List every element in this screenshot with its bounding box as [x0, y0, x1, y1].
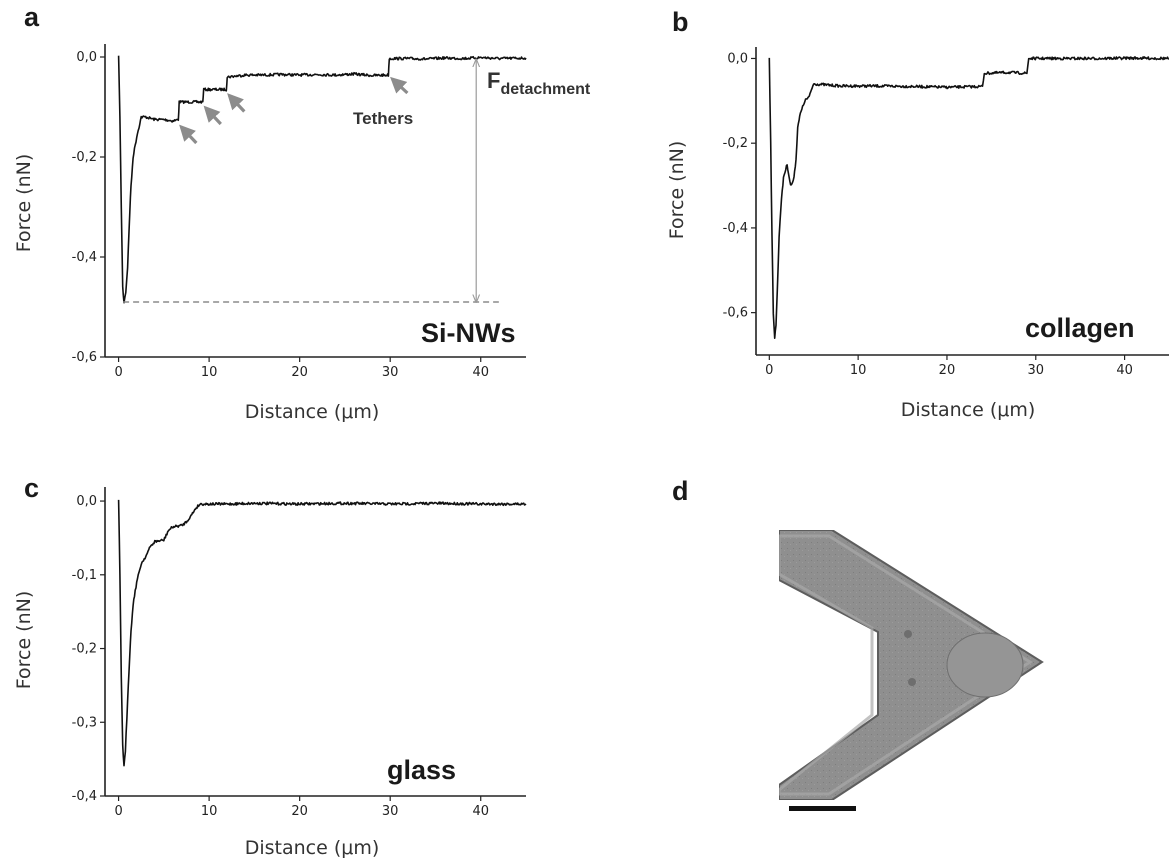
- chart-b-xtick-label: 0: [765, 363, 773, 378]
- chart-a-ytick-label: -0,6: [72, 350, 97, 365]
- chart-c-xtick-label: 10: [201, 804, 218, 819]
- fdetachment-sub: detachment: [500, 81, 590, 98]
- chart-b-xtick-label: 30: [1028, 363, 1045, 378]
- tether-arrow: [390, 76, 409, 95]
- chart-a-ticks: 0 10 20 30 40 0,0 -0,2 -0,4 -0,6: [72, 50, 489, 380]
- chart-a-xtick-label: 30: [382, 365, 399, 380]
- chart-b-ytick-label: -0,4: [723, 221, 748, 236]
- chart-a-xtick-label: 10: [201, 365, 218, 380]
- chart-b-xlabel: Distance (μm): [901, 399, 1036, 421]
- chart-c-xtick-label: 0: [114, 804, 122, 819]
- particle-2: [908, 678, 916, 686]
- chart-b-ytick-label: -0,6: [723, 306, 748, 321]
- tethers-label: Tethers: [353, 109, 413, 128]
- chart-a-xtick-label: 0: [114, 365, 122, 380]
- chart-a-ytick-label: -0,2: [72, 150, 97, 165]
- chart-c-xtick-label: 20: [291, 804, 308, 819]
- tether-arrow: [227, 93, 246, 113]
- fdetachment-label: Fdetachment: [487, 68, 591, 98]
- chart-b-xtick-label: 10: [850, 363, 867, 378]
- chart-a-ytick-label: 0,0: [76, 50, 97, 65]
- chart-c-ytick-label: -0,3: [72, 715, 97, 730]
- chart-c-ytick-label: 0,0: [76, 494, 97, 509]
- chart-a-xtick-label: 40: [472, 365, 489, 380]
- chart-b-ylabel: Force (nN): [666, 141, 688, 240]
- panel-letter-b: b: [672, 7, 689, 37]
- chart-c-ylabel: Force (nN): [13, 591, 35, 690]
- chart-c-marks: [104, 487, 527, 797]
- chart-a-series-line: [117, 55, 527, 304]
- chart-c-xlabel: Distance (μm): [245, 837, 380, 859]
- chart-a-xtick-label: 20: [291, 365, 308, 380]
- chart-b-marks: [755, 47, 1169, 356]
- chart-c-sample-label: glass: [387, 755, 456, 785]
- chart-b-ytick-label: 0,0: [727, 51, 748, 66]
- chart-a-marks: [104, 44, 527, 358]
- chart-a-sample-label: Si-NWs: [421, 318, 516, 348]
- panel-letter-d: d: [672, 476, 689, 506]
- panel-letter-a: a: [24, 2, 40, 32]
- scale-bar: [789, 806, 856, 811]
- chart-c-ytick-label: -0,1: [72, 568, 97, 583]
- cantilever-shape: [779, 530, 1044, 800]
- chart-c: 0 10 20 30 40 0,0 -0,1 -0,2 -0,3 -0,4 Distance (μ…: [13, 487, 527, 859]
- attached-cell: [946, 632, 1024, 698]
- chart-c-xtick-label: 30: [382, 804, 399, 819]
- particle-1: [904, 630, 912, 638]
- chart-b-xtick-label: 20: [939, 363, 956, 378]
- chart-b-ytick-label: -0,2: [723, 136, 748, 151]
- chart-c-ytick-label: -0,4: [72, 789, 97, 804]
- chart-a-ylabel: Force (nN): [13, 154, 35, 253]
- chart-a: 0 10 20 30 40 0,0 -0,2 -0,4 -0,6 Distance (μm) F…: [13, 44, 591, 423]
- chart-c-ticks: 0 10 20 30 40 0,0 -0,1 -0,2 -0,3 -0,4: [72, 494, 489, 819]
- chart-c-xtick-label: 40: [472, 804, 489, 819]
- chart-b-series-line: [768, 56, 1169, 340]
- fdetachment-main: F: [487, 68, 500, 93]
- cantilever-image: [779, 530, 1044, 811]
- tether-arrow: [179, 124, 198, 145]
- chart-b: 0 10 20 30 40 0,0 -0,2 -0,4 -0,6 Distance (μm) F…: [666, 47, 1169, 421]
- chart-a-ytick-label: -0,4: [72, 250, 97, 265]
- chart-b-xtick-label: 40: [1116, 363, 1133, 378]
- chart-c-ytick-label: -0,2: [72, 642, 97, 657]
- panel-letter-c: c: [24, 473, 39, 503]
- chart-b-sample-label: collagen: [1025, 313, 1135, 343]
- chart-b-ticks: 0 10 20 30 40 0,0 -0,2 -0,4 -0,6: [723, 51, 1133, 378]
- chart-a-xlabel: Distance (μm): [245, 401, 380, 423]
- cantilever-highlight: [779, 534, 1033, 796]
- tether-arrow: [203, 105, 222, 126]
- chart-c-series-line: [117, 499, 527, 767]
